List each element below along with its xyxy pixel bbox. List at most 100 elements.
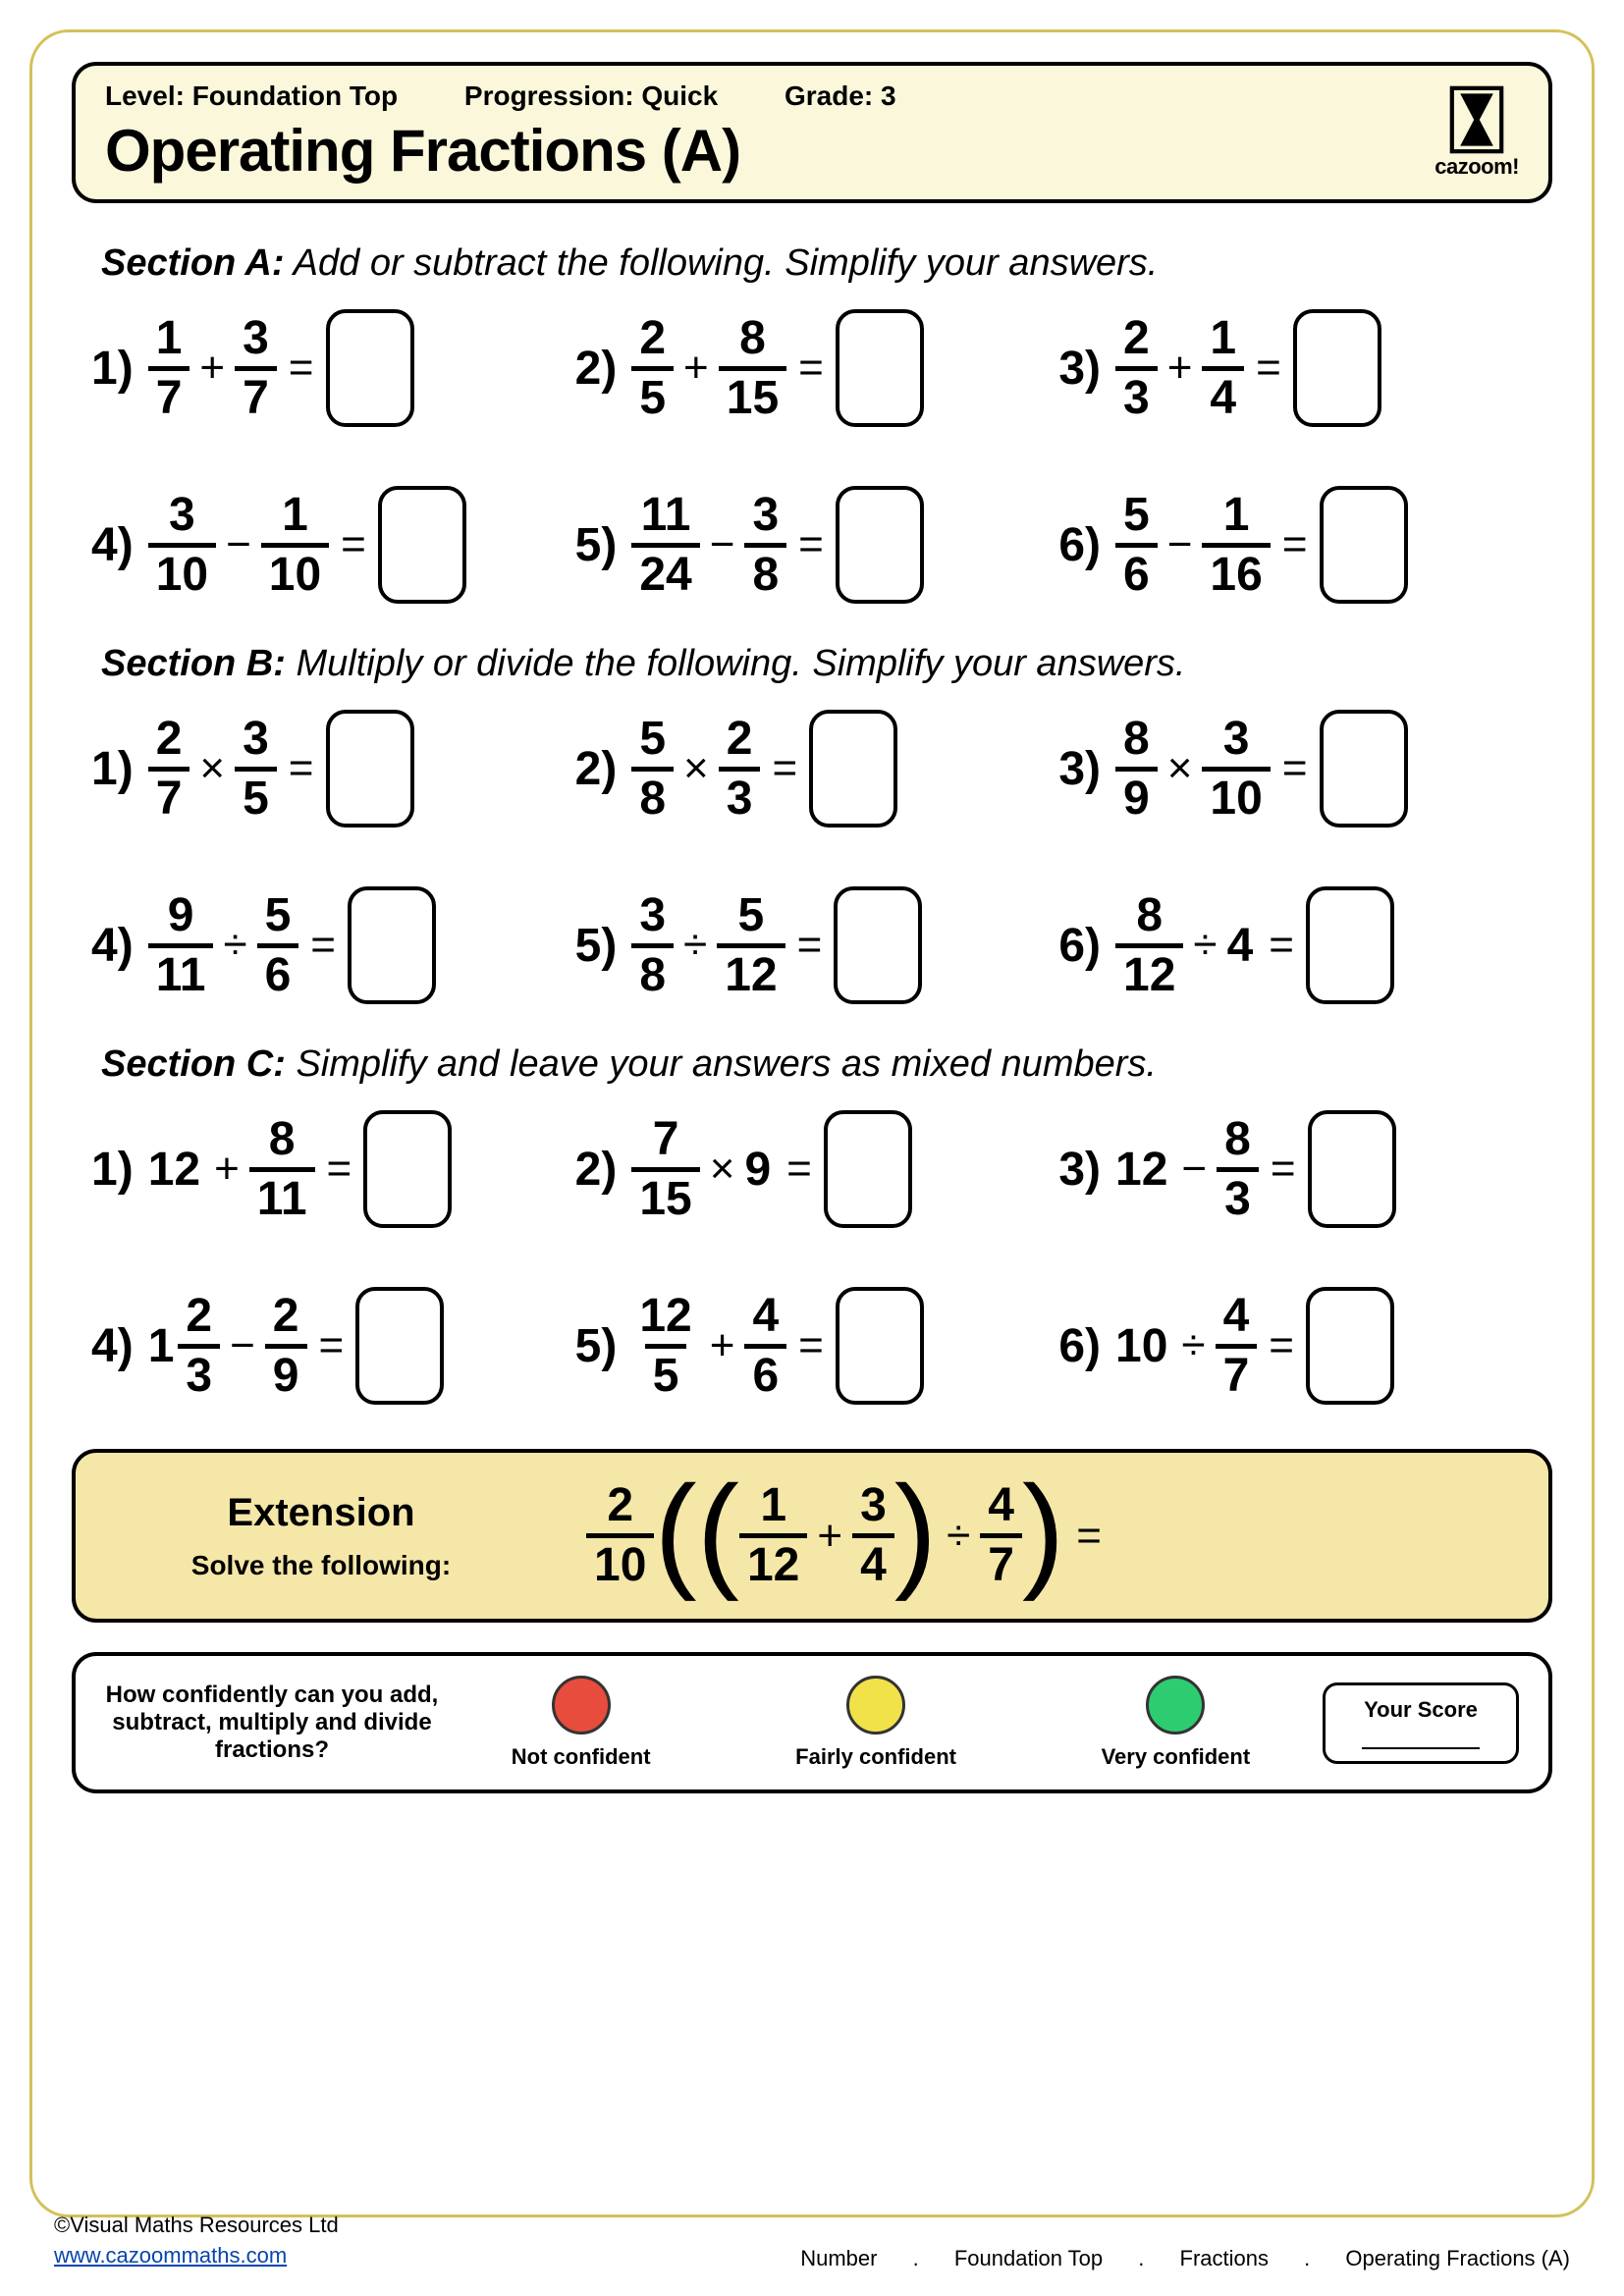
fraction: 7 15 bbox=[631, 1116, 699, 1223]
answer-box[interactable] bbox=[836, 309, 924, 427]
denominator: 5 bbox=[645, 1344, 687, 1400]
section-B-label: Section B: Multiply or divide the follow… bbox=[101, 643, 1552, 685]
fraction: 1 7 bbox=[148, 315, 190, 422]
problem-number: 5) bbox=[575, 1319, 618, 1373]
equals: = bbox=[798, 344, 824, 393]
answer-box[interactable] bbox=[1306, 1287, 1394, 1405]
problem: 4) 3 10 − 1 10 = bbox=[91, 486, 566, 604]
equals: = bbox=[798, 1321, 824, 1370]
equals: = bbox=[1256, 344, 1281, 393]
operator: − bbox=[230, 1321, 255, 1370]
breadcrumb-item: . bbox=[1304, 2246, 1310, 2271]
answer-box[interactable] bbox=[355, 1287, 444, 1405]
answer-box[interactable] bbox=[809, 710, 897, 828]
numerator: 3 bbox=[852, 1482, 894, 1533]
numerator: 9 bbox=[160, 892, 202, 943]
confidence-option[interactable]: Not confident bbox=[512, 1676, 651, 1770]
numerator: 8 bbox=[1217, 1116, 1259, 1167]
confidence-options: Not confident Fairly confident Very conf… bbox=[439, 1676, 1323, 1770]
answer-box[interactable] bbox=[824, 1110, 912, 1228]
problem: 2) 5 8 × 2 3 = bbox=[575, 710, 1050, 828]
denominator: 3 bbox=[719, 767, 761, 823]
fraction: 8 12 bbox=[1115, 892, 1183, 999]
numerator: 3 bbox=[235, 315, 277, 366]
section-A-label: Section A: Add or subtract the following… bbox=[101, 242, 1552, 285]
answer-box[interactable] bbox=[1293, 309, 1381, 427]
problem-number: 1) bbox=[91, 342, 134, 396]
numerator: 12 bbox=[631, 1293, 699, 1344]
operator: ÷ bbox=[683, 921, 707, 970]
fraction: 11 24 bbox=[631, 492, 699, 599]
confidence-option[interactable]: Very confident bbox=[1102, 1676, 1251, 1770]
fraction: 5 6 bbox=[1115, 492, 1158, 599]
problem: 3) 8 9 × 3 10 = bbox=[1058, 710, 1533, 828]
footer-left: ©Visual Maths Resources Ltd www.cazoomma… bbox=[54, 2211, 339, 2271]
answer-box[interactable] bbox=[1306, 886, 1394, 1004]
denominator: 3 bbox=[1217, 1167, 1259, 1223]
denominator: 15 bbox=[719, 366, 786, 422]
equals: = bbox=[1282, 744, 1308, 793]
problem: 2) 2 5 + 8 15 = bbox=[575, 309, 1050, 427]
denominator: 6 bbox=[257, 943, 299, 999]
operator: × bbox=[683, 744, 709, 793]
numerator: 1 bbox=[1202, 315, 1244, 366]
confidence-option[interactable]: Fairly confident bbox=[795, 1676, 956, 1770]
problem-number: 2) bbox=[575, 342, 618, 396]
extension-heading: Extension Solve the following: bbox=[115, 1491, 527, 1581]
fraction: 2 9 bbox=[265, 1293, 307, 1400]
denominator: 7 bbox=[1216, 1344, 1258, 1400]
footer-link[interactable]: www.cazoommaths.com bbox=[54, 2243, 287, 2268]
logo-text: cazoom! bbox=[1435, 154, 1519, 180]
numerator: 2 bbox=[265, 1293, 307, 1344]
equals: = bbox=[1269, 1321, 1294, 1370]
fraction: 5 6 bbox=[257, 892, 299, 999]
answer-box[interactable] bbox=[1320, 710, 1408, 828]
denominator: 12 bbox=[717, 943, 785, 999]
hourglass-icon bbox=[1447, 85, 1506, 154]
answer-box[interactable] bbox=[1320, 486, 1408, 604]
answer-box[interactable] bbox=[1308, 1110, 1396, 1228]
answer-box[interactable] bbox=[836, 486, 924, 604]
operator: − bbox=[226, 520, 251, 569]
fraction: 3 10 bbox=[1202, 716, 1270, 823]
denominator: 12 bbox=[1115, 943, 1183, 999]
problem-number: 3) bbox=[1058, 1143, 1101, 1197]
denominator: 16 bbox=[1202, 543, 1270, 599]
numerator: 8 bbox=[261, 1116, 303, 1167]
answer-box[interactable] bbox=[363, 1110, 452, 1228]
numerator: 1 bbox=[1216, 492, 1258, 543]
confidence-question: How confidently can you add, subtract, m… bbox=[105, 1682, 439, 1764]
numerator: 5 bbox=[257, 892, 299, 943]
operator: − bbox=[710, 520, 735, 569]
confidence-circle bbox=[552, 1676, 611, 1735]
problem-number: 5) bbox=[575, 518, 618, 572]
section-B-grid: 1) 2 7 × 3 5 = 2) 5 8 × 2 3 = 3) 8 9 × bbox=[72, 710, 1552, 1004]
equals: = bbox=[797, 921, 823, 970]
equals: = bbox=[310, 921, 336, 970]
problem-number: 2) bbox=[575, 742, 618, 796]
operator: + bbox=[214, 1145, 240, 1194]
numerator: 7 bbox=[645, 1116, 687, 1167]
equals: = bbox=[327, 1145, 352, 1194]
answer-box[interactable] bbox=[378, 486, 466, 604]
answer-box[interactable] bbox=[326, 309, 414, 427]
problem-number: 1) bbox=[91, 742, 134, 796]
numerator: 5 bbox=[1115, 492, 1158, 543]
fraction: 3 5 bbox=[235, 716, 277, 823]
score-box[interactable]: Your Score bbox=[1323, 1682, 1519, 1764]
problem: 6) 10 ÷ 4 7 = bbox=[1058, 1287, 1533, 1405]
numerator: 5 bbox=[731, 892, 773, 943]
equals: = bbox=[319, 1321, 345, 1370]
equals: = bbox=[289, 744, 314, 793]
operator: × bbox=[1167, 744, 1193, 793]
denominator: 11 bbox=[148, 943, 214, 999]
confidence-label: Fairly confident bbox=[795, 1744, 956, 1770]
copyright-text: ©Visual Maths Resources Ltd bbox=[54, 2211, 339, 2241]
answer-box[interactable] bbox=[836, 1287, 924, 1405]
answer-box[interactable] bbox=[326, 710, 414, 828]
operator: ÷ bbox=[1181, 1321, 1205, 1370]
answer-box[interactable] bbox=[834, 886, 922, 1004]
operator: − bbox=[1167, 520, 1193, 569]
denominator: 10 bbox=[586, 1533, 654, 1589]
answer-box[interactable] bbox=[348, 886, 436, 1004]
